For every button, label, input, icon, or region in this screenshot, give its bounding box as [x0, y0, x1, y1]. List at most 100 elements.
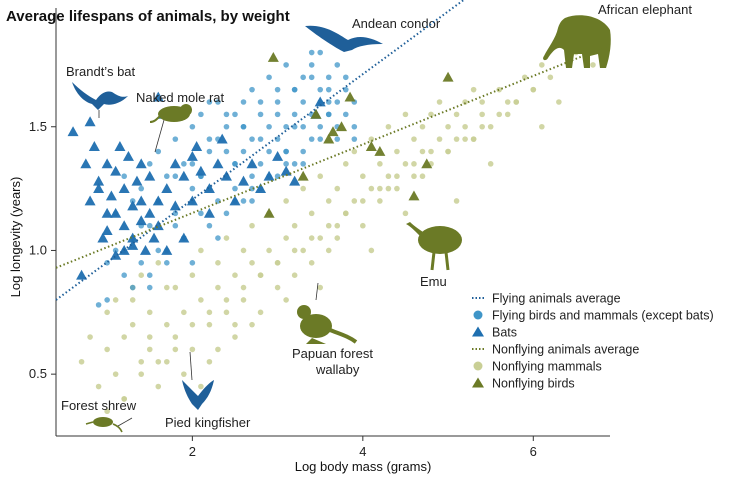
point-triangle: [93, 175, 105, 186]
y-tick-label: 1.0: [29, 242, 47, 257]
point-circle: [342, 161, 349, 167]
point-triangle: [238, 175, 250, 186]
point-circle: [87, 334, 93, 340]
point-triangle: [195, 165, 207, 176]
point-circle: [556, 99, 562, 105]
point-circle: [266, 148, 272, 155]
annotation-label: Papuan forest: [292, 346, 373, 361]
point-circle: [496, 86, 503, 93]
point-circle: [257, 111, 264, 118]
point-circle: [181, 371, 187, 377]
point-circle: [215, 99, 221, 105]
point-circle: [479, 99, 485, 105]
point-circle: [470, 86, 477, 93]
point-circle: [334, 235, 341, 241]
point-triangle: [365, 141, 377, 151]
point-circle: [274, 111, 281, 118]
trend-line: [55, 44, 611, 269]
point-circle: [181, 161, 187, 167]
point-circle: [360, 198, 366, 204]
point-circle: [411, 161, 417, 167]
annotation-pointer: [189, 351, 193, 381]
legend-item: Nonflying birds: [472, 377, 575, 391]
point-circle: [334, 185, 341, 192]
point-circle: [351, 136, 358, 142]
point-circle: [283, 198, 289, 204]
point-circle: [274, 99, 281, 105]
point-circle: [300, 185, 306, 192]
point-circle: [266, 247, 272, 254]
point-circle: [257, 99, 264, 105]
point-circle: [445, 123, 451, 130]
annotation-pointer: [117, 417, 133, 427]
point-triangle: [131, 175, 143, 186]
point-circle: [206, 99, 213, 105]
point-triangle: [220, 170, 232, 181]
point-triangle: [144, 170, 156, 181]
point-circle: [300, 148, 306, 155]
point-circle: [257, 161, 264, 167]
legend-label: Nonflying birds: [492, 377, 575, 391]
point-triangle: [344, 91, 356, 102]
data-points: [67, 49, 596, 415]
point-circle: [291, 161, 298, 167]
point-circle: [249, 198, 255, 204]
legend-item: Bats: [472, 326, 517, 340]
point-circle: [155, 383, 162, 390]
point-triangle: [314, 96, 326, 107]
point-circle: [317, 86, 324, 93]
annotation-label: African elephant: [598, 2, 692, 17]
point-triangle: [267, 51, 279, 62]
point-triangle: [161, 244, 173, 255]
legend-item: Nonflying mammals: [473, 360, 602, 374]
point-circle: [445, 148, 451, 155]
point-circle: [411, 136, 417, 142]
point-circle: [104, 309, 110, 316]
legend-swatch-triangle: [472, 377, 484, 388]
point-circle: [129, 284, 136, 291]
point-triangle: [84, 195, 96, 206]
point-circle: [419, 148, 426, 155]
point-circle: [317, 136, 324, 142]
point-triangle: [122, 150, 134, 161]
point-triangle: [336, 121, 348, 132]
point-circle: [189, 123, 196, 130]
point-circle: [104, 346, 110, 353]
point-circle: [198, 111, 204, 118]
point-circle: [334, 136, 341, 142]
point-triangle: [178, 170, 190, 181]
point-circle: [223, 297, 230, 303]
point-circle: [402, 111, 409, 118]
x-tick-label: 2: [189, 444, 196, 459]
point-circle: [206, 358, 213, 365]
point-circle: [223, 111, 230, 118]
point-circle: [138, 272, 145, 278]
point-circle: [547, 74, 554, 81]
point-circle: [257, 136, 264, 142]
legend-item: Flying birds and mammals (except bats): [473, 309, 714, 323]
point-circle: [351, 148, 358, 155]
axes: 2 4 6 0.5 1.0 1.5: [29, 8, 610, 459]
point-circle: [198, 297, 204, 303]
point-circle: [223, 123, 230, 130]
legend: Flying animals average Flying birds and m…: [472, 292, 714, 391]
point-circle: [129, 297, 136, 303]
point-circle: [232, 185, 238, 192]
point-triangle: [255, 183, 267, 194]
point-circle: [300, 123, 306, 130]
point-circle: [249, 185, 255, 192]
point-triangle: [152, 220, 164, 231]
x-tick-label: 6: [530, 444, 537, 459]
point-circle: [308, 235, 315, 241]
point-circle: [198, 210, 204, 217]
point-circle: [146, 222, 153, 229]
shrew-icon: [85, 417, 123, 433]
point-circle: [223, 235, 230, 241]
point-circle: [300, 247, 306, 254]
point-circle: [274, 284, 281, 291]
legend-swatch-circle: [473, 361, 483, 371]
legend-swatch-circle: [473, 310, 483, 320]
point-triangle: [327, 126, 339, 137]
point-circle: [146, 346, 153, 353]
point-circle: [146, 161, 153, 167]
